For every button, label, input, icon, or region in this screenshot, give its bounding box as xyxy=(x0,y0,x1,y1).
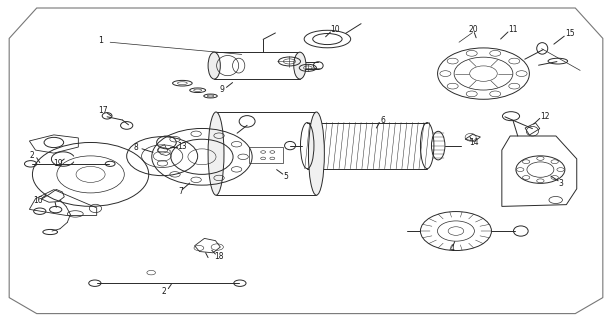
Text: 11: 11 xyxy=(508,25,518,34)
Bar xyxy=(249,147,283,163)
Text: 18: 18 xyxy=(214,252,224,261)
Text: 17: 17 xyxy=(98,106,108,115)
Ellipse shape xyxy=(208,112,224,195)
Text: 10: 10 xyxy=(330,25,340,34)
Text: 19: 19 xyxy=(53,159,63,168)
Text: 9: 9 xyxy=(220,85,225,94)
Text: 5: 5 xyxy=(283,172,288,181)
Text: 14: 14 xyxy=(469,138,479,147)
Text: 20: 20 xyxy=(468,25,478,34)
Text: 2: 2 xyxy=(29,151,34,160)
Text: 12: 12 xyxy=(540,112,550,121)
Text: 6: 6 xyxy=(380,116,385,124)
Text: 2: 2 xyxy=(162,287,166,296)
Text: 1: 1 xyxy=(99,36,103,44)
Text: 16: 16 xyxy=(33,196,43,205)
Ellipse shape xyxy=(308,112,324,195)
Text: 15: 15 xyxy=(565,29,575,38)
Text: 8: 8 xyxy=(133,143,138,152)
Ellipse shape xyxy=(208,52,220,79)
Text: 3: 3 xyxy=(559,179,564,188)
Text: 7: 7 xyxy=(178,188,183,196)
Ellipse shape xyxy=(294,52,306,79)
Text: 13: 13 xyxy=(177,142,187,151)
Text: 4: 4 xyxy=(449,244,454,253)
